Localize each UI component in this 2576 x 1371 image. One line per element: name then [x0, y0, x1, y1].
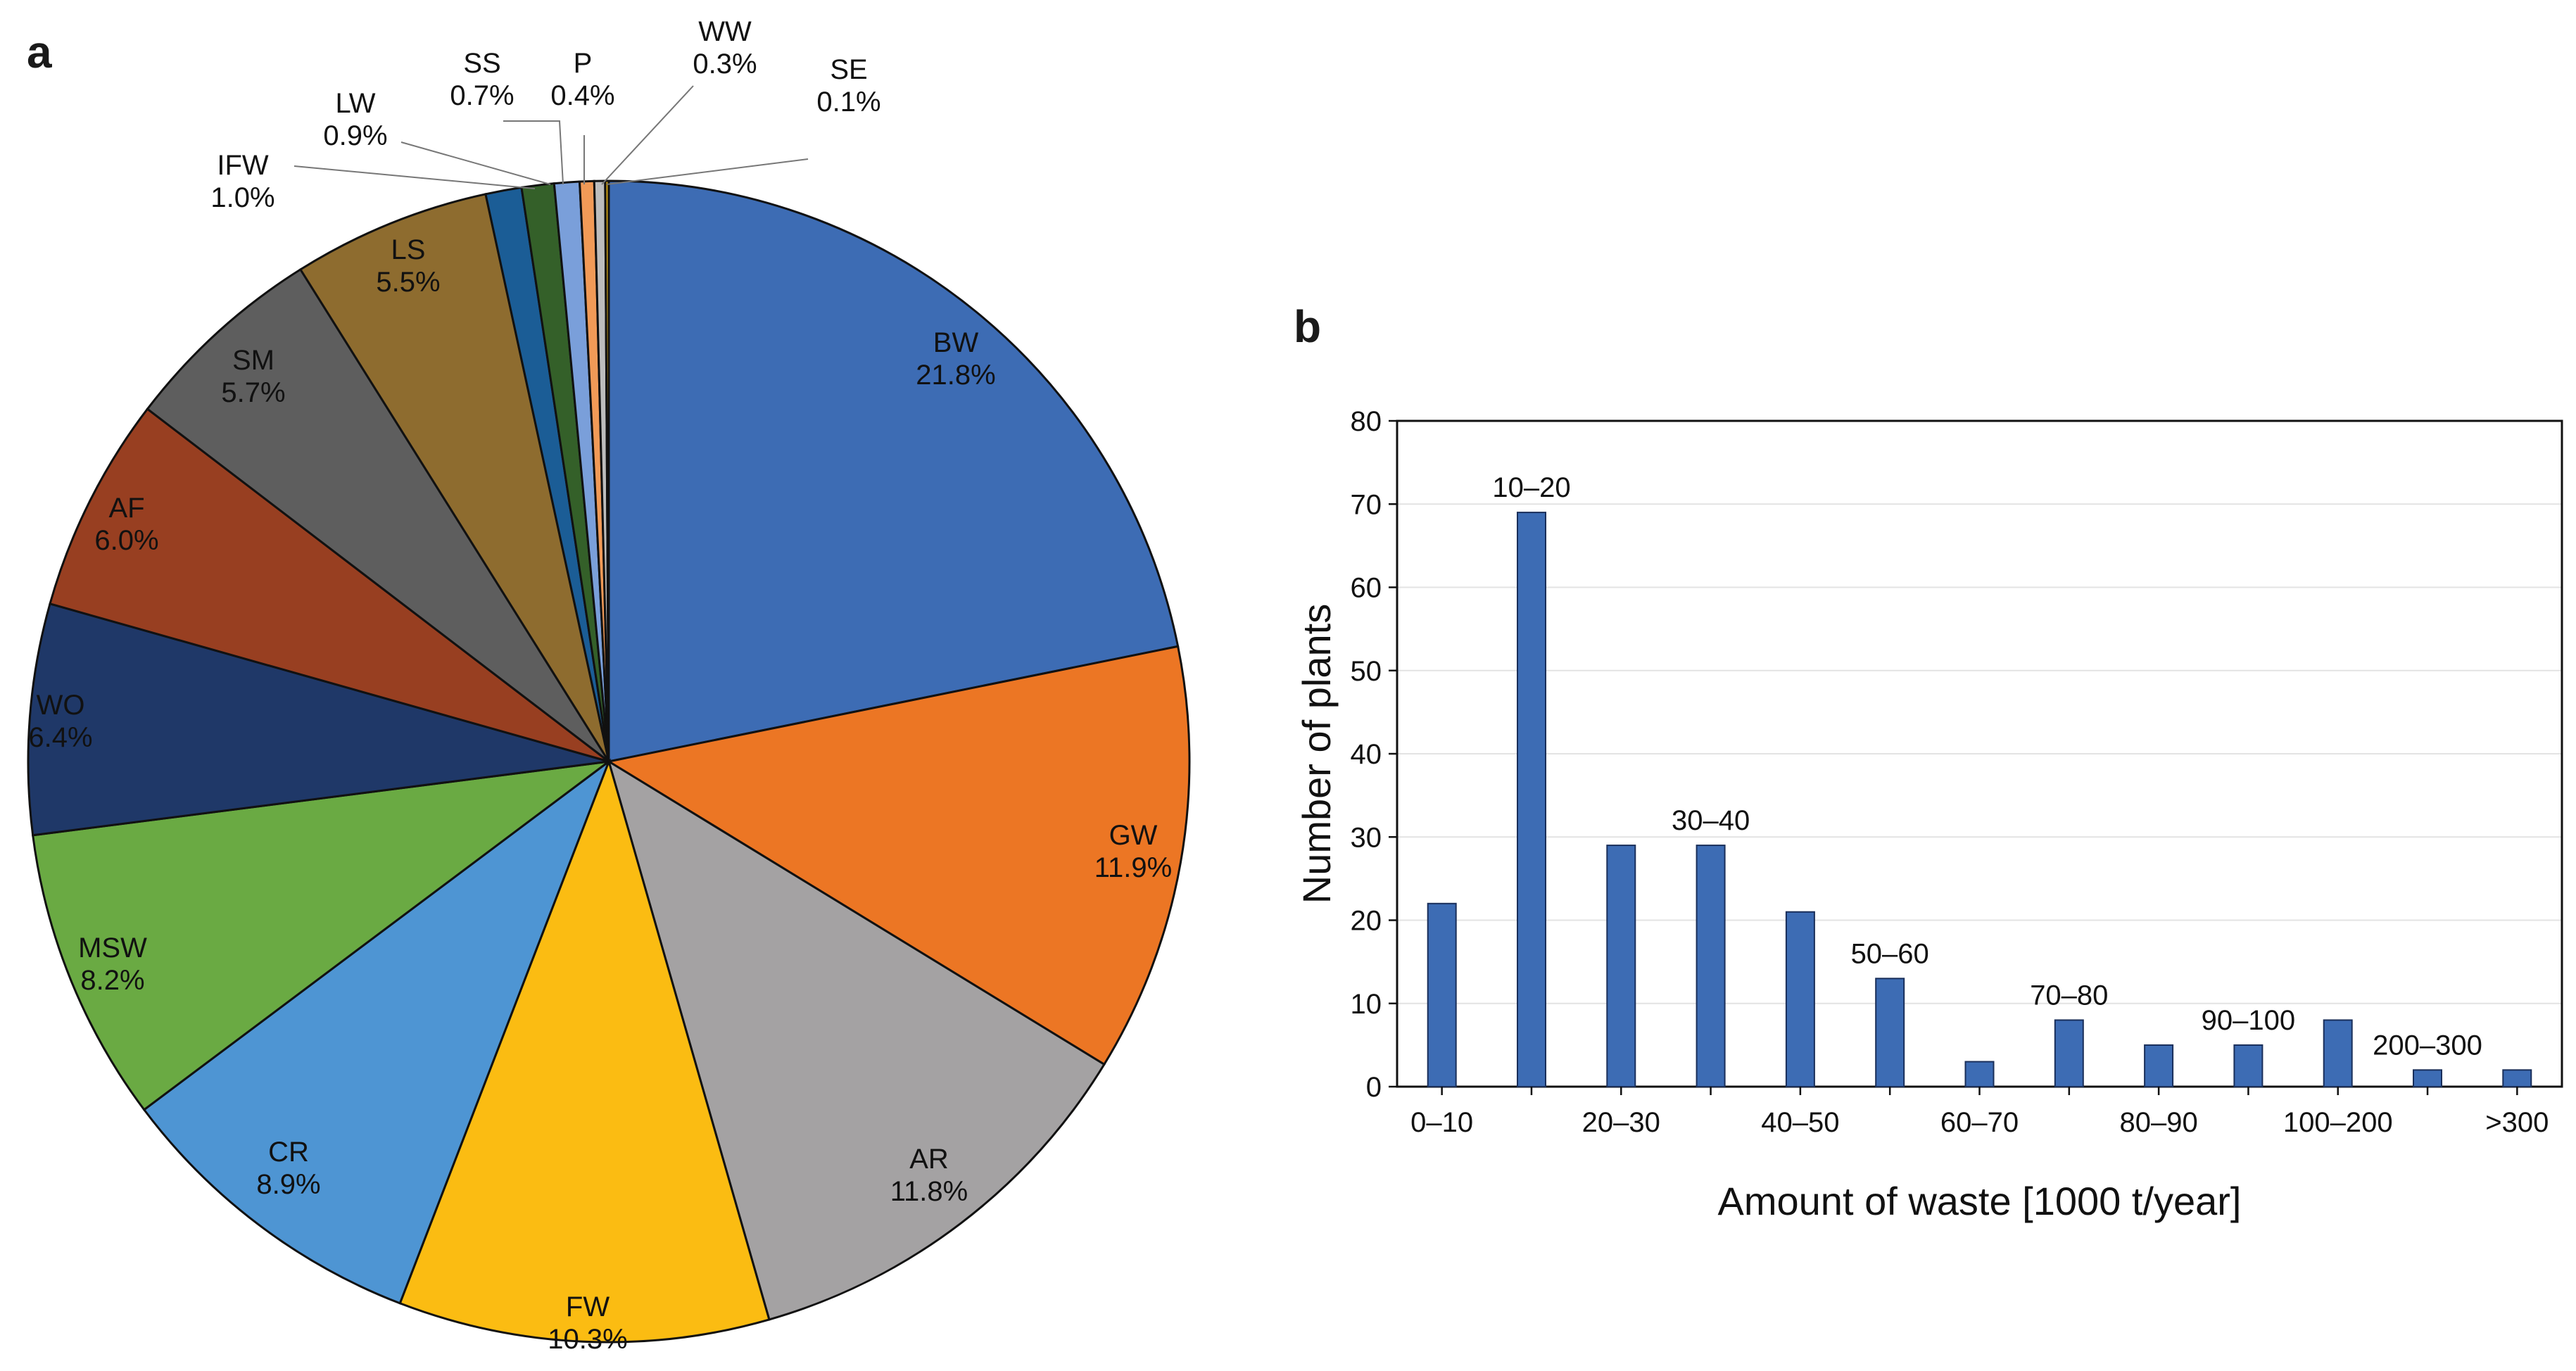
pie-percent-cr: 8.9% — [256, 1169, 320, 1200]
pie-percent-fw: 10.3% — [548, 1324, 627, 1355]
y-tick-label: 50 — [1351, 656, 1382, 687]
pie-percent-ss: 0.7% — [450, 80, 514, 111]
bar-200–300 — [2413, 1069, 2442, 1088]
leader-line-ss — [503, 120, 564, 185]
pie-slice-af — [49, 407, 610, 763]
pie-slice-msw — [32, 759, 613, 1111]
pie-percent-wo: 6.4% — [28, 722, 92, 753]
x-tick-label: >300 — [2485, 1107, 2549, 1138]
pie-label-msw: MSW — [78, 933, 147, 964]
pie-slice-ls — [298, 193, 610, 762]
pie-label-ww: WW — [698, 16, 752, 47]
pie-percent-bw: 21.8% — [916, 360, 995, 391]
pie-percent-ls: 5.5% — [376, 267, 440, 298]
pie-percent-ifw: 1.0% — [210, 182, 274, 213]
bar-30–40 — [1696, 845, 1726, 1087]
bar-chart: 0 10 20 30 40 50 60 70 80 0–10 10–20 20–30 30–40 40–5… — [1294, 406, 2563, 1223]
x-tick-label: 60–70 — [1940, 1107, 2019, 1138]
pie-percent-p: 0.4% — [550, 80, 614, 111]
x-tick-label-above-bar: 50–60 — [1851, 938, 1929, 969]
pie-label-ss: SS — [463, 48, 500, 79]
x-tick-label: 40–50 — [1761, 1107, 1839, 1138]
pie-label-p: P — [574, 48, 593, 79]
x-tick-label: 80–90 — [2119, 1107, 2197, 1138]
pie-label-ifw: IFW — [217, 150, 269, 181]
bar->300 — [2502, 1069, 2532, 1088]
pie-label-lw: LW — [335, 88, 375, 119]
bar-90–100 — [2233, 1044, 2264, 1088]
pie-slice-fw — [398, 758, 771, 1344]
y-tick-label: 60 — [1351, 573, 1382, 604]
pie-percent-msw: 8.2% — [80, 965, 144, 996]
bar-60–70 — [1964, 1061, 1995, 1087]
x-tick-label-above-bar: 200–300 — [2373, 1030, 2482, 1061]
pie-percent-ww: 0.3% — [693, 49, 757, 80]
pie-percent-lw: 0.9% — [323, 120, 387, 151]
pie-label-wo: WO — [37, 690, 85, 721]
bar-50–60 — [1875, 978, 1905, 1088]
panel-b-letter: b — [1294, 301, 1321, 352]
y-tick-label: 40 — [1351, 739, 1382, 770]
pie-percent-af: 6.0% — [94, 525, 158, 556]
pie-slice-wo — [27, 602, 610, 837]
bar-70–80 — [2054, 1019, 2084, 1088]
pie-percent-ar: 11.8% — [890, 1176, 968, 1207]
y-axis-title: Number of plants — [1294, 604, 1339, 904]
pie-label-ls: LS — [391, 234, 426, 265]
x-tick-label: 100–200 — [2283, 1107, 2393, 1138]
pie-label-bw: BW — [933, 327, 979, 358]
y-tick-label: 80 — [1351, 406, 1382, 437]
y-tick-label: 0 — [1366, 1072, 1382, 1103]
x-axis-title: Amount of waste [1000 t/year] — [1718, 1179, 2242, 1223]
x-tick-label-above-bar: 90–100 — [2202, 1005, 2295, 1036]
bar-10–20 — [1517, 512, 1546, 1087]
pie-label-gw: GW — [1109, 820, 1158, 851]
bar-40–50 — [1785, 911, 1815, 1087]
x-tick-label-above-bar: 70–80 — [2030, 980, 2108, 1011]
x-tick-label-above-bar: 30–40 — [1672, 805, 1750, 836]
leader-line-ww — [601, 85, 694, 185]
pie-percent-sm: 5.7% — [221, 377, 285, 408]
leader-line-lw — [400, 141, 551, 185]
pie-slice-sm — [146, 267, 610, 763]
y-tick-label: 30 — [1351, 822, 1382, 853]
pie-label-sm: SM — [232, 345, 274, 376]
pie-percent-se: 0.1% — [816, 87, 880, 118]
bar-80–90 — [2144, 1044, 2174, 1088]
bar-100–200 — [2323, 1019, 2353, 1088]
bar-20–30 — [1606, 845, 1636, 1087]
pie-label-fw: FW — [566, 1291, 610, 1322]
pie-label-ar: AR — [909, 1144, 949, 1175]
pie-slice-cr — [142, 758, 612, 1305]
leader-line-se — [606, 158, 809, 185]
y-tick-label: 70 — [1351, 489, 1382, 520]
bar-0–10 — [1427, 902, 1457, 1088]
pie-slice-ar — [607, 759, 1106, 1321]
pie-slice-gw — [605, 645, 1191, 1066]
pie-label-cr: CR — [268, 1137, 309, 1168]
x-tick-label: 0–10 — [1410, 1107, 1473, 1138]
pie-label-af: AF — [108, 493, 144, 524]
panel-a-letter: a — [27, 27, 52, 77]
y-tick-label: 10 — [1351, 989, 1382, 1020]
pie-slice-bw — [607, 179, 1180, 763]
pie-percent-gw: 11.9% — [1094, 852, 1172, 883]
pie-label-se: SE — [830, 54, 867, 85]
x-tick-label-above-bar: 10–20 — [1492, 472, 1570, 503]
y-tick-label: 20 — [1351, 906, 1382, 937]
x-tick-label: 20–30 — [1582, 1107, 1660, 1138]
leader-line-ifw — [293, 165, 536, 189]
